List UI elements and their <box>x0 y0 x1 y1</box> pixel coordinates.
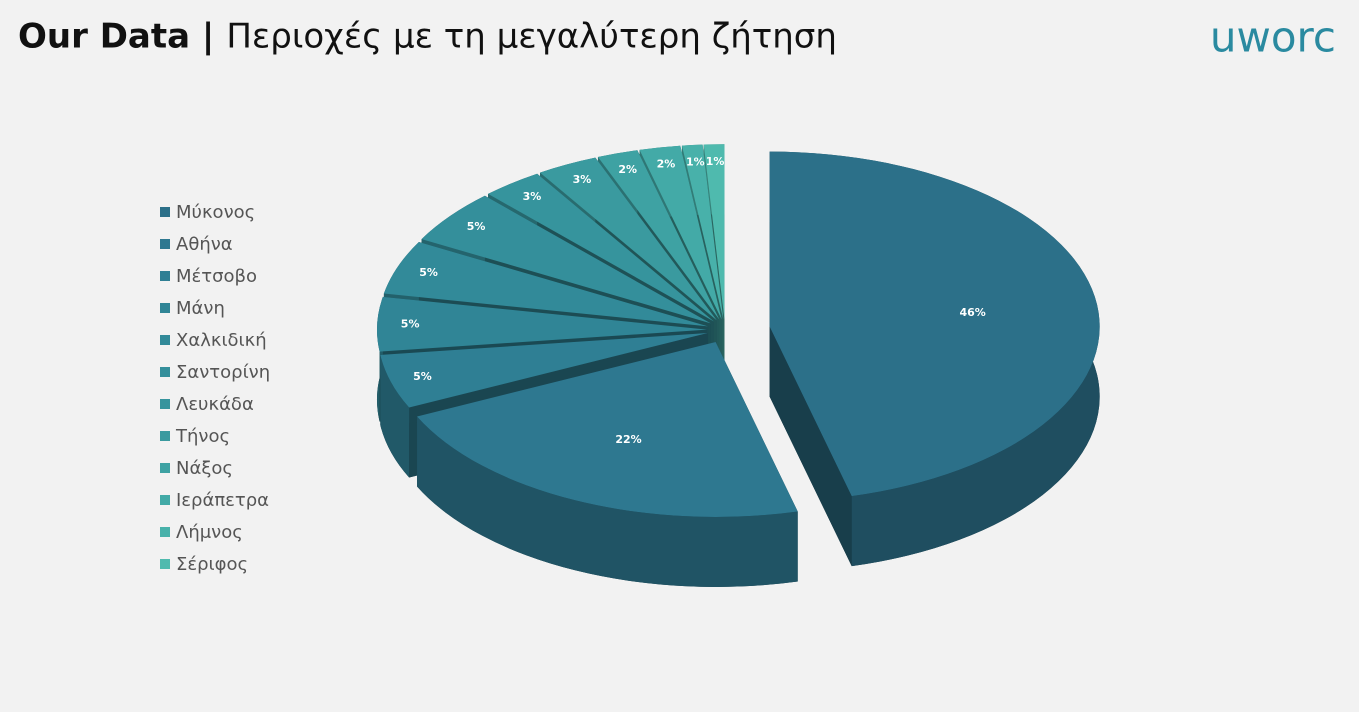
legend-label: Μέτσοβο <box>176 266 257 287</box>
data-label: 2% <box>657 158 676 171</box>
data-label: 5% <box>419 266 438 279</box>
data-label: 1% <box>686 155 705 168</box>
pie-slice <box>703 144 725 320</box>
pie-slice <box>488 173 714 322</box>
legend-label: Σέριφος <box>176 554 248 575</box>
logo: uworc <box>1210 13 1336 62</box>
legend-label: Τήνος <box>175 426 230 447</box>
legend-swatch <box>160 303 170 313</box>
legend: Μύκονος Αθήνα Μέτσοβο Μάνη Χαλκιδική Σαντορίν… <box>160 202 270 575</box>
legend-swatch <box>160 367 170 377</box>
chart-subtitle: Περιοχές με τη μεγαλύτερη ζήτηση <box>226 17 837 57</box>
pie-slice <box>421 195 711 324</box>
legend-swatch <box>160 207 170 217</box>
pie-slice <box>769 151 1100 497</box>
legend-label: Λευκάδα <box>176 394 254 415</box>
legend-label: Αθήνα <box>176 234 233 255</box>
pie-slice <box>377 296 708 352</box>
pie-slice <box>597 150 720 320</box>
legend-swatch <box>160 527 170 537</box>
pie-slice <box>639 145 722 320</box>
slice-side <box>417 416 798 587</box>
pie-slice <box>380 333 708 408</box>
data-label: 5% <box>467 220 486 233</box>
legend-label: Μύκονος <box>176 202 255 223</box>
legend-swatch <box>160 559 170 569</box>
legend-label: Χαλκιδική <box>176 330 267 351</box>
slice-wall <box>769 326 852 567</box>
legend-label: Μάνη <box>176 298 225 319</box>
pie-slice <box>383 242 709 327</box>
data-label: 3% <box>523 190 542 203</box>
legend-swatch <box>160 431 170 441</box>
data-label: 3% <box>573 173 592 186</box>
legend-swatch <box>160 463 170 473</box>
legend-swatch <box>160 399 170 409</box>
legend-swatch <box>160 495 170 505</box>
legend-swatch <box>160 271 170 281</box>
pie-slice <box>417 341 798 517</box>
data-label: 5% <box>401 318 420 331</box>
legend-label: Λήμνος <box>176 522 243 543</box>
slice-side <box>380 354 410 478</box>
data-label: 2% <box>618 163 637 176</box>
data-label: 46% <box>959 306 985 319</box>
legend-label: Σαντορίνη <box>176 362 270 383</box>
legend-swatch <box>160 335 170 345</box>
pie: 46% 22% 5% 5% 5% 5% 3% 3% 2% 2% 1% 1% <box>377 144 1100 587</box>
legend-swatch <box>160 239 170 249</box>
data-label: 22% <box>615 433 641 446</box>
data-label: 1% <box>706 155 725 168</box>
legend-label: Ιεράπετρα <box>176 490 269 511</box>
pie-slice <box>540 157 717 321</box>
data-label: 5% <box>413 370 432 383</box>
chart-title: Our Data | <box>18 17 214 57</box>
pie-slice <box>681 144 724 320</box>
legend-label: Νάξος <box>176 458 233 479</box>
